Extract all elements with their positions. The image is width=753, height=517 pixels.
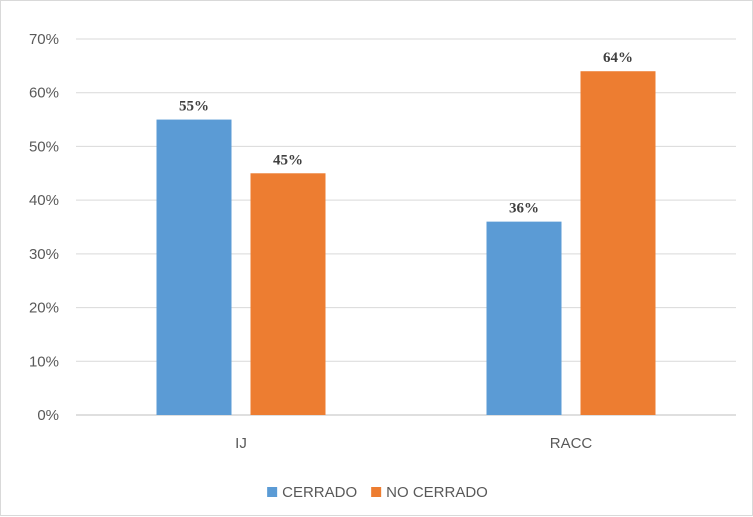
data-label: 55%	[179, 99, 209, 115]
bar-no-cerrado-racc	[580, 71, 656, 415]
x-axis-categories: IJ RACC	[235, 435, 592, 452]
x-category-label: IJ	[235, 435, 247, 452]
legend-label: NO CERRADO	[386, 484, 488, 501]
y-tick-label: 0%	[37, 407, 59, 424]
data-labels: 55% 45% 36% 64%	[179, 50, 633, 216]
legend: CERRADO NO CERRADO	[267, 484, 488, 501]
y-tick-label: 30%	[29, 246, 59, 263]
legend-swatch	[267, 487, 278, 497]
data-label: 36%	[509, 201, 539, 217]
y-tick-label: 40%	[29, 192, 59, 209]
y-tick-label: 70%	[29, 31, 59, 48]
y-tick-label: 20%	[29, 300, 59, 317]
y-tick-label: 10%	[29, 353, 59, 370]
bar-cerrado-racc	[486, 221, 562, 415]
data-label: 64%	[603, 50, 633, 66]
data-label: 45%	[273, 152, 303, 168]
bars	[156, 71, 656, 416]
bar-no-cerrado-ij	[250, 173, 326, 415]
y-axis-ticks: 0% 10% 20% 30% 40% 50% 60% 70%	[29, 31, 59, 424]
y-tick-label: 50%	[29, 138, 59, 155]
bar-cerrado-ij	[156, 119, 232, 416]
x-category-label: RACC	[550, 435, 593, 452]
legend-swatch	[371, 487, 382, 497]
y-tick-label: 60%	[29, 85, 59, 102]
legend-label: CERRADO	[282, 484, 357, 501]
